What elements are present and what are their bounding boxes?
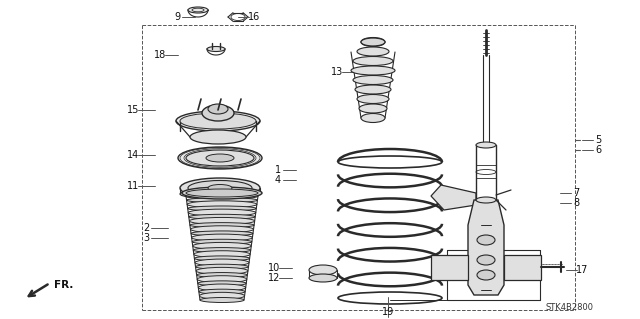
Ellipse shape (180, 178, 260, 198)
Ellipse shape (189, 214, 255, 219)
Ellipse shape (186, 189, 258, 197)
Ellipse shape (351, 66, 395, 75)
Ellipse shape (191, 231, 253, 236)
Ellipse shape (357, 94, 389, 103)
Ellipse shape (477, 270, 495, 280)
Ellipse shape (196, 264, 248, 269)
Text: 13: 13 (331, 67, 343, 77)
Text: 15: 15 (127, 105, 139, 115)
Text: 17: 17 (576, 265, 588, 275)
Ellipse shape (200, 298, 244, 302)
Ellipse shape (176, 111, 260, 131)
Ellipse shape (193, 248, 251, 253)
Text: 10: 10 (268, 263, 280, 273)
Ellipse shape (198, 284, 246, 291)
Ellipse shape (195, 259, 249, 266)
Text: 7: 7 (573, 188, 579, 198)
Ellipse shape (353, 76, 393, 85)
Ellipse shape (188, 206, 256, 211)
Text: STK4B2800: STK4B2800 (545, 302, 593, 311)
Text: 1: 1 (275, 165, 281, 175)
Polygon shape (431, 185, 476, 210)
Ellipse shape (202, 105, 234, 121)
Ellipse shape (359, 104, 387, 113)
Ellipse shape (196, 272, 248, 278)
Ellipse shape (355, 85, 391, 94)
Text: 11: 11 (127, 181, 139, 191)
Ellipse shape (309, 265, 337, 275)
Ellipse shape (200, 292, 244, 299)
Ellipse shape (357, 47, 389, 56)
Ellipse shape (189, 218, 255, 225)
Ellipse shape (198, 281, 246, 286)
Text: 3: 3 (143, 233, 149, 243)
Text: 9: 9 (174, 12, 180, 22)
Ellipse shape (188, 181, 252, 196)
Ellipse shape (191, 226, 253, 233)
Text: 5: 5 (595, 135, 601, 145)
Ellipse shape (186, 192, 258, 199)
Ellipse shape (187, 201, 257, 208)
Polygon shape (504, 255, 541, 280)
Ellipse shape (208, 104, 228, 114)
Ellipse shape (361, 38, 385, 46)
Ellipse shape (188, 7, 208, 13)
Text: 14: 14 (127, 150, 139, 160)
Text: FR.: FR. (54, 280, 74, 290)
Ellipse shape (180, 189, 260, 199)
Ellipse shape (477, 255, 495, 265)
Ellipse shape (196, 267, 248, 274)
Ellipse shape (195, 256, 250, 261)
Ellipse shape (193, 242, 252, 249)
Ellipse shape (199, 289, 245, 294)
Ellipse shape (192, 239, 252, 244)
Ellipse shape (476, 197, 496, 203)
Ellipse shape (190, 130, 246, 144)
Text: 16: 16 (248, 12, 260, 22)
Text: 4: 4 (275, 175, 281, 185)
Ellipse shape (186, 150, 254, 166)
Text: 2: 2 (143, 223, 149, 233)
Ellipse shape (208, 184, 232, 191)
Ellipse shape (178, 147, 262, 169)
Ellipse shape (180, 113, 256, 129)
Ellipse shape (309, 274, 337, 282)
Ellipse shape (207, 47, 225, 51)
Ellipse shape (206, 154, 234, 162)
Ellipse shape (187, 198, 257, 203)
Ellipse shape (361, 114, 385, 122)
Ellipse shape (182, 187, 262, 199)
Ellipse shape (188, 209, 256, 216)
Polygon shape (431, 255, 468, 280)
Polygon shape (468, 200, 504, 295)
Text: 6: 6 (595, 145, 601, 155)
Text: 18: 18 (154, 50, 166, 60)
Text: 8: 8 (573, 198, 579, 208)
Ellipse shape (197, 276, 247, 283)
Ellipse shape (191, 234, 252, 241)
Ellipse shape (194, 251, 250, 258)
Text: 19: 19 (382, 307, 394, 317)
Ellipse shape (476, 142, 496, 148)
Ellipse shape (353, 56, 393, 65)
Ellipse shape (477, 235, 495, 245)
Ellipse shape (190, 223, 254, 228)
Ellipse shape (361, 38, 385, 47)
Text: 12: 12 (268, 273, 280, 283)
